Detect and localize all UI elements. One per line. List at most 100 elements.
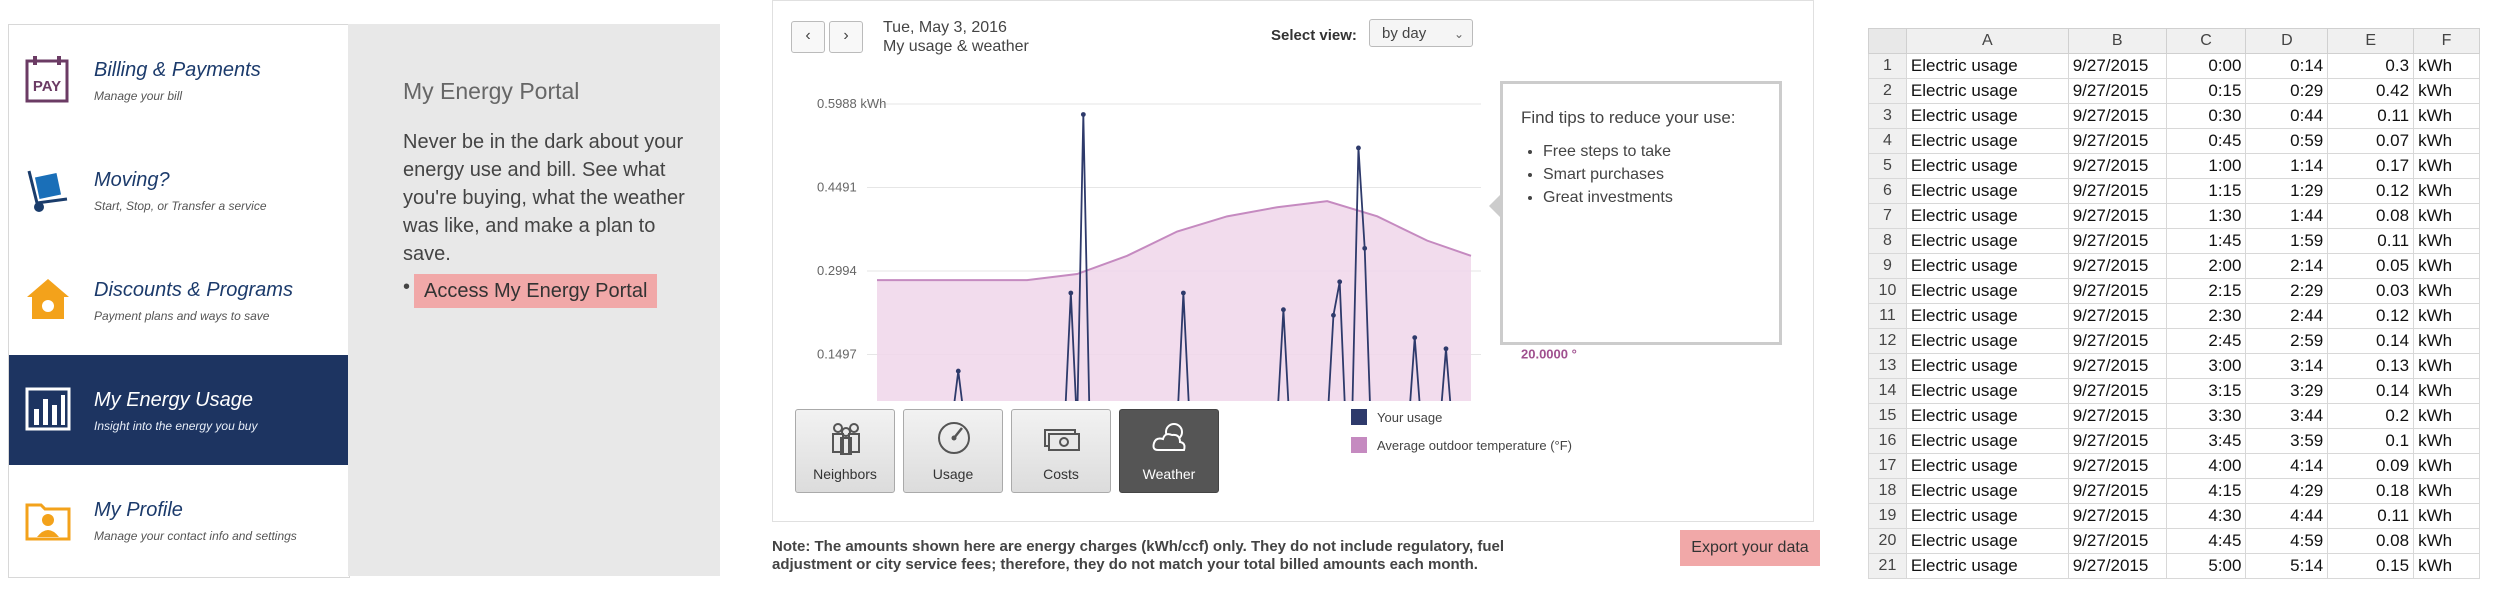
table-cell[interactable]: 2:59 xyxy=(2245,328,2329,354)
table-cell[interactable]: 0.05 xyxy=(2327,253,2415,279)
table-cell[interactable]: 9/27/2015 xyxy=(2067,278,2167,304)
tip-link[interactable]: Great investments xyxy=(1543,186,1673,209)
select-all-corner[interactable] xyxy=(1868,28,1907,54)
table-cell[interactable]: Electric usage xyxy=(1905,403,2069,429)
table-cell[interactable]: 4:15 xyxy=(2165,478,2247,504)
table-cell[interactable]: 0:15 xyxy=(2165,78,2247,104)
table-cell[interactable]: 2:14 xyxy=(2245,253,2329,279)
table-cell[interactable]: Electric usage xyxy=(1905,178,2069,204)
table-cell[interactable]: Electric usage xyxy=(1905,153,2069,179)
table-cell[interactable]: 1:59 xyxy=(2245,228,2329,254)
table-cell[interactable]: 9/27/2015 xyxy=(2067,103,2167,129)
table-cell[interactable]: kWh xyxy=(2413,328,2480,354)
view-costs-button[interactable]: Costs xyxy=(1011,409,1111,493)
column-header[interactable]: D xyxy=(2245,28,2329,54)
table-cell[interactable]: 1:29 xyxy=(2245,178,2329,204)
row-header[interactable]: 17 xyxy=(1868,453,1907,479)
table-cell[interactable]: Electric usage xyxy=(1905,428,2069,454)
row-header[interactable]: 15 xyxy=(1868,403,1907,429)
table-cell[interactable]: 9/27/2015 xyxy=(2067,403,2167,429)
table-cell[interactable]: Electric usage xyxy=(1905,203,2069,229)
table-cell[interactable]: 3:59 xyxy=(2245,428,2329,454)
view-neighbors-button[interactable]: Neighbors xyxy=(795,409,895,493)
table-cell[interactable]: 2:44 xyxy=(2245,303,2329,329)
menu-item-energy-usage[interactable]: My Energy Usage Insight into the energy … xyxy=(9,355,375,466)
table-cell[interactable]: kWh xyxy=(2413,353,2480,379)
table-cell[interactable]: Electric usage xyxy=(1905,78,2069,104)
menu-item-discounts[interactable]: Discounts & Programs Payment plans and w… xyxy=(9,245,349,356)
row-header[interactable]: 2 xyxy=(1868,78,1907,104)
row-header[interactable]: 13 xyxy=(1868,353,1907,379)
table-cell[interactable]: kWh xyxy=(2413,453,2480,479)
table-cell[interactable]: kWh xyxy=(2413,128,2480,154)
row-header[interactable]: 9 xyxy=(1868,253,1907,279)
table-cell[interactable]: 0.08 xyxy=(2327,528,2415,554)
row-header[interactable]: 3 xyxy=(1868,103,1907,129)
table-cell[interactable]: 0.1 xyxy=(2327,428,2415,454)
table-cell[interactable]: 0.12 xyxy=(2327,303,2415,329)
row-header[interactable]: 4 xyxy=(1868,128,1907,154)
table-cell[interactable]: 0.2 xyxy=(2327,403,2415,429)
select-view-dropdown[interactable]: by day ⌄ xyxy=(1369,19,1473,47)
table-cell[interactable]: 0.15 xyxy=(2327,553,2415,579)
row-header[interactable]: 5 xyxy=(1868,153,1907,179)
table-cell[interactable]: 4:14 xyxy=(2245,453,2329,479)
menu-item-profile[interactable]: My Profile Manage your contact info and … xyxy=(9,465,349,575)
table-cell[interactable]: 0.3 xyxy=(2327,53,2415,79)
table-cell[interactable]: 3:45 xyxy=(2165,428,2247,454)
table-cell[interactable]: 9/27/2015 xyxy=(2067,153,2167,179)
table-cell[interactable]: 1:14 xyxy=(2245,153,2329,179)
table-cell[interactable]: 0.17 xyxy=(2327,153,2415,179)
column-header[interactable]: B xyxy=(2067,28,2167,54)
table-cell[interactable]: 0:14 xyxy=(2245,53,2329,79)
row-header[interactable]: 20 xyxy=(1868,528,1907,554)
table-cell[interactable]: kWh xyxy=(2413,303,2480,329)
row-header[interactable]: 6 xyxy=(1868,178,1907,204)
table-cell[interactable]: kWh xyxy=(2413,378,2480,404)
table-cell[interactable]: kWh xyxy=(2413,178,2480,204)
table-cell[interactable]: 2:00 xyxy=(2165,253,2247,279)
table-cell[interactable]: Electric usage xyxy=(1905,53,2069,79)
table-cell[interactable]: 9/27/2015 xyxy=(2067,303,2167,329)
table-cell[interactable]: 9/27/2015 xyxy=(2067,478,2167,504)
table-cell[interactable]: Electric usage xyxy=(1905,303,2069,329)
table-cell[interactable]: kWh xyxy=(2413,53,2480,79)
table-cell[interactable]: 9/27/2015 xyxy=(2067,428,2167,454)
table-cell[interactable]: 3:29 xyxy=(2245,378,2329,404)
table-cell[interactable]: Electric usage xyxy=(1905,128,2069,154)
table-cell[interactable]: 1:30 xyxy=(2165,203,2247,229)
table-cell[interactable]: kWh xyxy=(2413,403,2480,429)
table-cell[interactable]: kWh xyxy=(2413,553,2480,579)
table-cell[interactable]: 9/27/2015 xyxy=(2067,353,2167,379)
table-cell[interactable]: kWh xyxy=(2413,153,2480,179)
table-cell[interactable]: kWh xyxy=(2413,228,2480,254)
table-cell[interactable]: 4:45 xyxy=(2165,528,2247,554)
table-cell[interactable]: 4:00 xyxy=(2165,453,2247,479)
row-header[interactable]: 12 xyxy=(1868,328,1907,354)
table-cell[interactable]: 0:44 xyxy=(2245,103,2329,129)
table-cell[interactable]: 9/27/2015 xyxy=(2067,128,2167,154)
table-cell[interactable]: Electric usage xyxy=(1905,103,2069,129)
view-usage-button[interactable]: Usage xyxy=(903,409,1003,493)
column-header[interactable]: F xyxy=(2413,28,2480,54)
table-cell[interactable]: kWh xyxy=(2413,278,2480,304)
next-day-button[interactable]: › xyxy=(829,21,863,53)
tip-link[interactable]: Free steps to take xyxy=(1543,140,1673,163)
table-cell[interactable]: Electric usage xyxy=(1905,253,2069,279)
table-cell[interactable]: kWh xyxy=(2413,103,2480,129)
table-cell[interactable]: 0.08 xyxy=(2327,203,2415,229)
prev-day-button[interactable]: ‹ xyxy=(791,21,825,53)
column-header[interactable]: E xyxy=(2327,28,2415,54)
table-cell[interactable]: 3:14 xyxy=(2245,353,2329,379)
table-cell[interactable]: 2:29 xyxy=(2245,278,2329,304)
table-cell[interactable]: kWh xyxy=(2413,428,2480,454)
table-cell[interactable]: Electric usage xyxy=(1905,528,2069,554)
table-cell[interactable]: 9/27/2015 xyxy=(2067,228,2167,254)
table-cell[interactable]: 1:15 xyxy=(2165,178,2247,204)
row-header[interactable]: 7 xyxy=(1868,203,1907,229)
table-cell[interactable]: Electric usage xyxy=(1905,378,2069,404)
table-cell[interactable]: 3:00 xyxy=(2165,353,2247,379)
table-cell[interactable]: 2:45 xyxy=(2165,328,2247,354)
table-cell[interactable]: 5:00 xyxy=(2165,553,2247,579)
table-cell[interactable]: 0:00 xyxy=(2165,53,2247,79)
